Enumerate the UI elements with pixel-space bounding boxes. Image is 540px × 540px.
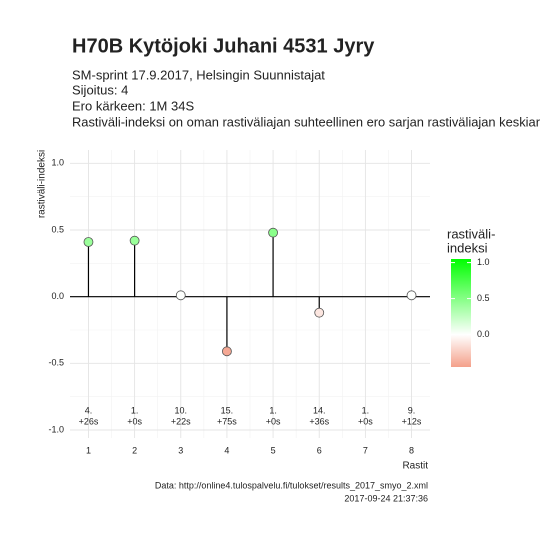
x-tick-label: 6 bbox=[317, 445, 322, 455]
point bbox=[314, 307, 325, 318]
x-tick-label: 7 bbox=[363, 445, 368, 455]
x-tick-label: 8 bbox=[409, 445, 414, 455]
y-tick-label: -1.0 bbox=[48, 424, 64, 434]
x-tick-label: 2 bbox=[132, 445, 137, 455]
subtitle: Rastiväli-indeksi on oman rastiväliajan … bbox=[72, 114, 540, 129]
x-tick-label: 1 bbox=[86, 445, 91, 455]
rank-label: 1. bbox=[131, 405, 139, 415]
rank-label: 4. bbox=[85, 405, 93, 415]
point bbox=[175, 290, 186, 301]
y-tick-label: 0.5 bbox=[51, 224, 64, 234]
x-axis-label: Rastit bbox=[402, 461, 428, 472]
point bbox=[268, 227, 278, 238]
point bbox=[222, 346, 232, 357]
colorbar-label: 0.5 bbox=[477, 293, 490, 303]
y-tick-label: 0.0 bbox=[51, 291, 64, 301]
subtitle: Ero kärkeen: 1M 34S bbox=[72, 98, 194, 113]
rank-label: 15. bbox=[221, 405, 234, 415]
subtitle: SM-sprint 17.9.2017, Helsingin Suunnista… bbox=[72, 67, 325, 82]
y-axis-label: rastiväli-indeksi bbox=[37, 150, 48, 218]
diff-label: +26s bbox=[79, 416, 99, 426]
rank-label: 10. bbox=[175, 405, 188, 415]
diff-label: +12s bbox=[402, 416, 422, 426]
caption: 2017-09-24 21:37:36 bbox=[344, 493, 428, 503]
subtitle: Sijoitus: 4 bbox=[72, 82, 128, 97]
diff-label: +0s bbox=[127, 416, 142, 426]
diff-label: +0s bbox=[266, 416, 281, 426]
legend-title: rastiväli- bbox=[447, 226, 495, 241]
diff-label: +22s bbox=[171, 416, 191, 426]
legend-title: indeksi bbox=[447, 240, 488, 255]
point bbox=[83, 237, 94, 247]
y-tick-label: -0.5 bbox=[48, 358, 64, 368]
point bbox=[406, 290, 417, 301]
point bbox=[129, 235, 140, 246]
diff-label: +0s bbox=[358, 416, 373, 426]
x-tick-label: 5 bbox=[271, 445, 276, 455]
diff-label: +36s bbox=[309, 416, 329, 426]
rank-label: 14. bbox=[313, 405, 326, 415]
rank-label: 1. bbox=[362, 405, 370, 415]
colorbar bbox=[451, 259, 471, 367]
x-tick-label: 3 bbox=[178, 445, 183, 455]
colorbar-label: 0.0 bbox=[477, 329, 490, 339]
caption: Data: http://online4.tulospalvelu.fi/tul… bbox=[155, 480, 428, 490]
chart-title: H70B Kytöjoki Juhani 4531 Jyry bbox=[72, 35, 375, 57]
x-tick-label: 4 bbox=[224, 445, 229, 455]
rank-label: 9. bbox=[408, 405, 416, 415]
colorbar-label: 1.0 bbox=[477, 257, 490, 267]
diff-label: +75s bbox=[217, 416, 237, 426]
rank-label: 1. bbox=[269, 405, 277, 415]
y-tick-label: 1.0 bbox=[51, 158, 64, 168]
